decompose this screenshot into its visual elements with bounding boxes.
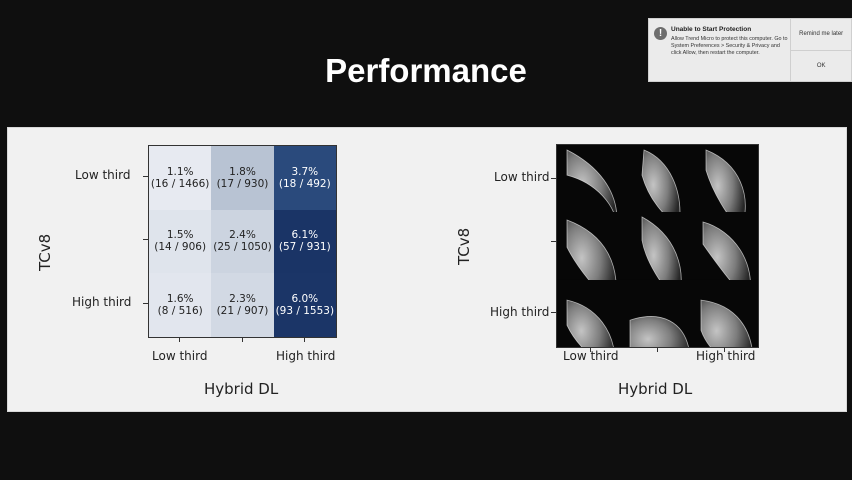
heatmap-cell-count: (16 / 1466) <box>150 177 210 190</box>
heatmap-cell-percent: 2.4% <box>229 229 256 242</box>
mammo-xtick-mark <box>657 347 658 352</box>
notification-title: Unable to Start Protection <box>671 26 752 33</box>
heatmap-cell-count: (21 / 907) <box>216 305 269 318</box>
heatmap-cell-count: (93 / 1553) <box>275 305 335 318</box>
notification-content: ! Unable to Start Protection Allow Trend… <box>649 19 790 81</box>
mammogram-image <box>557 279 624 347</box>
mammo-xtick: High third <box>696 349 756 363</box>
slide-title: Performance <box>325 52 527 89</box>
heatmap-xlabel: Hybrid DL <box>204 380 279 398</box>
heatmap-xtick-mark <box>179 337 180 342</box>
notification-body: Allow Trend Micro to protect this comput… <box>671 36 788 56</box>
notification-actions: Remind me later OK <box>790 19 851 81</box>
mammo-xtick-mark <box>590 347 591 352</box>
heatmap-cell: 3.7% (18 / 492) <box>273 146 336 210</box>
mammogram-image <box>557 145 624 213</box>
mammo-ytick-mark <box>551 241 556 242</box>
figure-panel: TCv8 Low third High third 1.1% (16 / 1466… <box>7 127 847 412</box>
mammo-xtick: Low third <box>563 349 619 363</box>
mammogram-grid <box>556 144 759 348</box>
heatmap-ytick: Low third <box>75 168 131 182</box>
heatmap-cell: 1.6% (8 / 516) <box>149 273 212 337</box>
heatmap-cell: 1.8% (17 / 930) <box>211 146 274 210</box>
mammo-xlabel: Hybrid DL <box>618 380 693 398</box>
heatmap-cell-percent: 1.5% <box>166 229 194 242</box>
mammogram-image <box>691 145 758 213</box>
mammogram-image <box>624 212 691 280</box>
heatmap-cell: 6.1% (57 / 931) <box>273 209 336 274</box>
mammo-ytick-mark <box>551 312 556 313</box>
mammogram-image <box>691 212 758 280</box>
heatmap-cell-percent: 1.6% <box>166 293 194 306</box>
remind-later-button[interactable]: Remind me later <box>799 31 844 38</box>
heatmap-cell-percent: 1.8% <box>229 165 256 178</box>
heatmap-cell: 2.3% (21 / 907) <box>211 273 274 337</box>
ok-button[interactable]: OK <box>791 49 851 82</box>
mammogram-image <box>624 145 691 213</box>
heatmap-cell-count: (14 / 906) <box>154 241 207 254</box>
heatmap-ytick: High third <box>72 295 132 309</box>
heatmap-cell-count: (8 / 516) <box>157 305 203 318</box>
mammo-ytick-mark <box>551 178 556 179</box>
mammogram-image <box>557 212 624 280</box>
mammo-ytick: Low third <box>494 170 550 184</box>
alert-icon: ! <box>654 27 667 40</box>
heatmap-cell-percent: 6.1% <box>291 229 319 242</box>
heatmap-cell: 2.4% (25 / 1050) <box>211 209 274 274</box>
heatmap-xtick-mark <box>242 337 243 342</box>
mammo-ytick: High third <box>490 305 550 319</box>
heatmap-cell-percent: 3.7% <box>291 165 319 178</box>
heatmap-xtick: Low third <box>152 349 208 363</box>
mammo-xtick-mark <box>724 347 725 352</box>
heatmap-cell: 6.0% (93 / 1553) <box>273 273 336 337</box>
heatmap-cell-percent: 1.1% <box>166 165 194 178</box>
mammogram-image <box>691 279 758 347</box>
heatmap-cell: 1.1% (16 / 1466) <box>149 146 212 210</box>
heatmap-cell-percent: 6.0% <box>291 293 319 306</box>
protection-notification: ! Unable to Start Protection Allow Trend… <box>648 18 852 82</box>
heatmap-cell-count: (25 / 1050) <box>213 241 272 254</box>
heatmap-xtick: High third <box>276 349 336 363</box>
heatmap-cell-percent: 2.3% <box>229 293 256 306</box>
heatmap: 1.1% (16 / 1466) 1.8% (17 / 930) 3.7% (18 / 4… <box>148 145 337 338</box>
heatmap-ytick-mark <box>143 176 148 177</box>
heatmap-ytick-mark <box>143 239 148 240</box>
heatmap-cell-count: (18 / 492) <box>278 177 331 190</box>
heatmap-cell-count: (17 / 930) <box>216 177 269 190</box>
heatmap-cell: 1.5% (14 / 906) <box>149 209 212 274</box>
mammogram-image <box>624 279 691 347</box>
heatmap-ylabel: TCv8 <box>36 233 54 271</box>
heatmap-xtick-mark <box>304 337 305 342</box>
heatmap-ytick-mark <box>143 303 148 304</box>
mammo-ylabel: TCv8 <box>455 227 473 265</box>
heatmap-cell-count: (57 / 931) <box>278 241 331 254</box>
